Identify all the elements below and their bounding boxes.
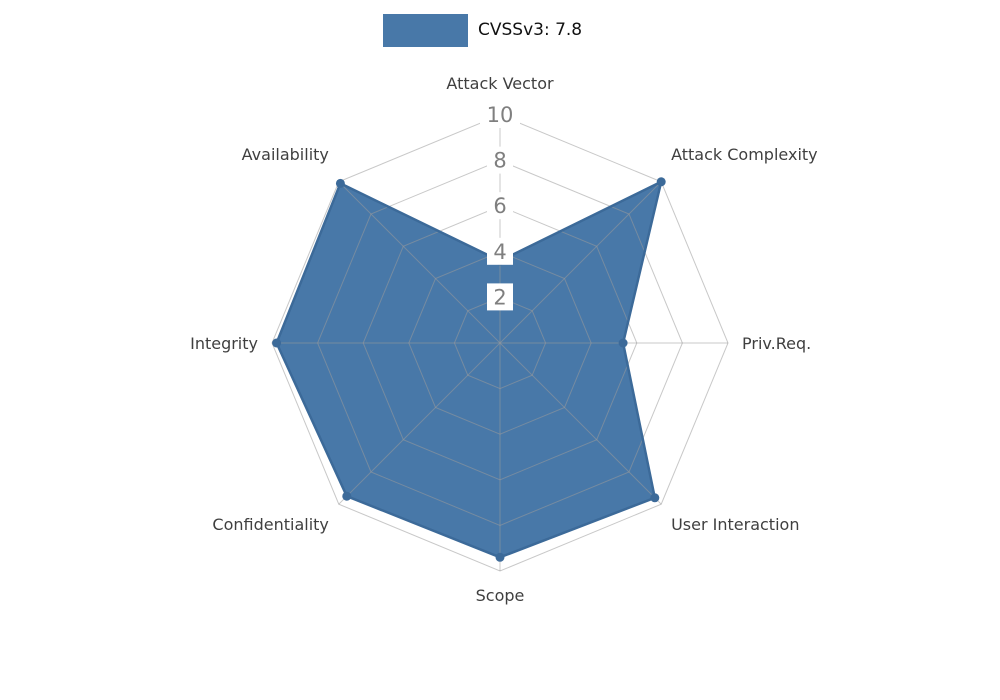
axis-labels: Attack Vector Attack Complexity Priv.Req. U… (190, 74, 818, 605)
grid-spoke (338, 342, 501, 505)
vertex-dot (618, 338, 628, 348)
legend-label: CVSSv3: 7.8 (478, 20, 583, 40)
tick-bg (480, 101, 520, 128)
vertex-dot (650, 493, 660, 503)
axis-label-attack-vector: Attack Vector (446, 74, 554, 93)
axis-label-attack-complexity: Attack Complexity (671, 145, 818, 164)
vertex-dot (495, 552, 505, 562)
tick-label: 8 (493, 149, 506, 173)
grid-spoke (499, 342, 662, 505)
vertex-dot (272, 338, 282, 348)
axis-label-user-interaction: User Interaction (671, 515, 799, 534)
cvss-data-polygon (276, 181, 662, 558)
axis-label-confidentiality: Confidentiality (212, 515, 328, 534)
radial-ticks: 2 4 6 8 10 (480, 101, 520, 311)
vertex-dot (342, 491, 352, 501)
tick-bg (487, 192, 513, 220)
axis-label-priv-req-: Priv.Req. (742, 334, 811, 353)
grid-spoke (338, 181, 501, 344)
radar-grid (271, 114, 729, 572)
tick-bg (487, 237, 513, 265)
tick-label: 2 (493, 285, 506, 309)
tick-label: 4 (493, 240, 506, 264)
legend-swatch (383, 14, 468, 47)
tick-label: 10 (487, 103, 514, 127)
axis-label-scope: Scope (476, 586, 525, 605)
tick-bg (487, 283, 513, 311)
grid-spoke (499, 181, 662, 344)
axis-label-availability: Availability (242, 145, 329, 164)
vertex-dot (656, 177, 666, 187)
tick-label: 6 (493, 194, 506, 218)
axis-label-integrity: Integrity (190, 334, 258, 353)
tick-bg (487, 146, 513, 174)
vertex-dot (335, 178, 345, 188)
legend: CVSSv3: 7.8 (383, 14, 582, 47)
